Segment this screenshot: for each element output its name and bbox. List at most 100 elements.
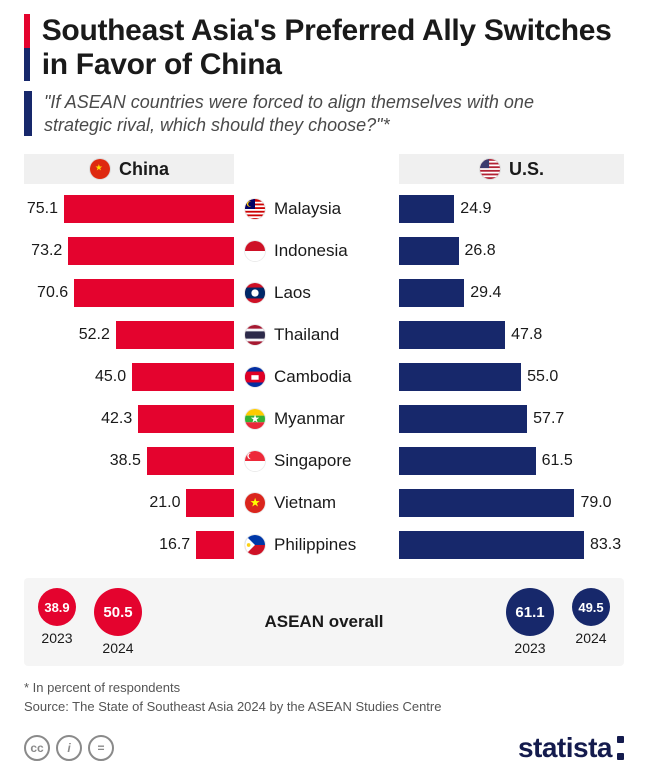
- bar-row: 75.1 Malaysia 24.9: [24, 190, 624, 228]
- bar-row: 42.3 ★ Myanmar 57.7: [24, 400, 624, 438]
- brand-mark-icon: [617, 736, 624, 760]
- country-cell: ★ Vietnam: [234, 492, 399, 514]
- country-cell: Cambodia: [234, 366, 399, 388]
- country-cell: Laos: [234, 282, 399, 304]
- bar-row: 73.2 Indonesia 26.8: [24, 232, 624, 270]
- china-bar: [147, 447, 234, 475]
- country-cell: Thailand: [234, 324, 399, 346]
- us-cell: 47.8: [399, 321, 624, 349]
- overall-circle: 38.9: [38, 588, 76, 626]
- china-cell: 42.3: [24, 405, 234, 433]
- mm-flag-icon: ★: [244, 408, 266, 430]
- accent-red: [24, 14, 30, 48]
- us-cell: 29.4: [399, 279, 624, 307]
- china-value: 73.2: [31, 242, 62, 260]
- china-bar: [196, 531, 234, 559]
- statista-logo: statista: [518, 732, 624, 764]
- us-value: 79.0: [580, 494, 611, 512]
- country-cell: Philippines: [234, 534, 399, 556]
- svg-text:★: ★: [94, 163, 102, 172]
- by-icon: i: [56, 735, 82, 761]
- chart-subtitle: "If ASEAN countries were forced to align…: [44, 91, 564, 136]
- us-cell: 24.9: [399, 195, 624, 223]
- legend-spacer: [234, 154, 399, 184]
- svg-text:★: ★: [250, 496, 261, 510]
- china-value: 21.0: [149, 494, 180, 512]
- country-label: Laos: [274, 283, 311, 303]
- us-cell: 55.0: [399, 363, 624, 391]
- country-label: Malaysia: [274, 199, 341, 219]
- us-value: 29.4: [470, 284, 501, 302]
- license-icons: cc i =: [24, 735, 114, 761]
- country-label: Thailand: [274, 325, 339, 345]
- china-flag-icon: ★: [89, 158, 111, 180]
- china-value: 70.6: [37, 284, 68, 302]
- bar-row: 21.0 ★ Vietnam 79.0: [24, 484, 624, 522]
- legend-us-label: U.S.: [509, 159, 544, 180]
- us-value: 55.0: [527, 368, 558, 386]
- svg-text:★: ★: [250, 414, 260, 426]
- country-label: Singapore: [274, 451, 352, 471]
- country-label: Vietnam: [274, 493, 336, 513]
- us-bar: [399, 321, 505, 349]
- country-label: Indonesia: [274, 241, 348, 261]
- overall-year: 2023: [506, 640, 554, 656]
- us-flag-icon: [479, 158, 501, 180]
- kh-flag-icon: [244, 366, 266, 388]
- my-flag-icon: [244, 198, 266, 220]
- china-bar: [116, 321, 234, 349]
- china-cell: 16.7: [24, 531, 234, 559]
- overall-china: 38.9 2023 50.5 2024: [38, 588, 142, 656]
- us-cell: 26.8: [399, 237, 624, 265]
- us-bar: [399, 279, 464, 307]
- bar-row: 45.0 Cambodia 55.0: [24, 358, 624, 396]
- china-cell: 45.0: [24, 363, 234, 391]
- overall-circle: 61.1: [506, 588, 554, 636]
- china-bar: [138, 405, 234, 433]
- chart-title: Southeast Asia's Preferred Ally Switches…: [42, 14, 624, 81]
- overall-us: 61.1 2023 49.5 2024: [506, 588, 610, 656]
- us-bar: [399, 363, 521, 391]
- vn-flag-icon: ★: [244, 492, 266, 514]
- bar-row: 16.7 Philippines 83.3: [24, 526, 624, 564]
- us-cell: 57.7: [399, 405, 624, 433]
- overall-circle: 49.5: [572, 588, 610, 626]
- china-bar: [186, 489, 234, 517]
- th-flag-icon: [244, 324, 266, 346]
- us-cell: 83.3: [399, 531, 624, 559]
- china-value: 38.5: [110, 452, 141, 470]
- country-label: Philippines: [274, 535, 356, 555]
- footnote: * In percent of respondents: [24, 680, 624, 695]
- subtitle-block: "If ASEAN countries were forced to align…: [24, 91, 624, 136]
- us-value: 47.8: [511, 326, 542, 344]
- china-cell: 75.1: [24, 195, 234, 223]
- legend: ★ China U.S.: [24, 154, 624, 184]
- us-value: 24.9: [460, 200, 491, 218]
- us-value: 83.3: [590, 536, 621, 554]
- china-value: 45.0: [95, 368, 126, 386]
- us-value: 61.5: [542, 452, 573, 470]
- bar-row: 38.5 Singapore 61.5: [24, 442, 624, 480]
- overall-year: 2024: [572, 630, 610, 646]
- legend-china: ★ China: [24, 154, 234, 184]
- us-bar: [399, 195, 454, 223]
- overall-year: 2024: [94, 640, 142, 656]
- legend-us: U.S.: [399, 154, 624, 184]
- country-cell: ★ Myanmar: [234, 408, 399, 430]
- us-value: 57.7: [533, 410, 564, 428]
- china-cell: 73.2: [24, 237, 234, 265]
- legend-china-label: China: [119, 159, 169, 180]
- bar-rows: 75.1 Malaysia 24.9 73.2 Indonesia 26.8 7…: [24, 190, 624, 564]
- us-value: 26.8: [465, 242, 496, 260]
- overall-item: 49.5 2024: [572, 588, 610, 646]
- overall-circle: 50.5: [94, 588, 142, 636]
- subtitle-accent: [24, 91, 32, 136]
- us-bar: [399, 237, 459, 265]
- la-flag-icon: [244, 282, 266, 304]
- us-bar: [399, 489, 574, 517]
- china-cell: 52.2: [24, 321, 234, 349]
- us-bar: [399, 405, 527, 433]
- country-label: Cambodia: [274, 367, 352, 387]
- us-cell: 79.0: [399, 489, 624, 517]
- china-bar: [68, 237, 234, 265]
